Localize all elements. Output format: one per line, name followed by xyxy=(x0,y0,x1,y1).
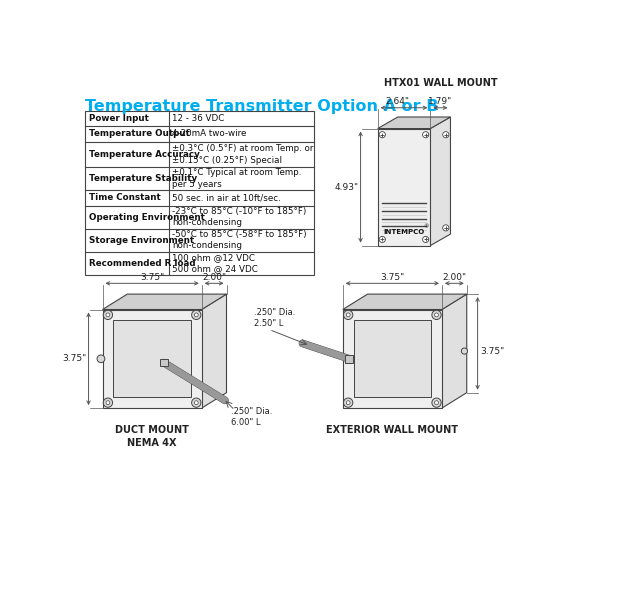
Text: ±0.1°C Typical at room Temp.
per 5 years: ±0.1°C Typical at room Temp. per 5 years xyxy=(172,168,302,189)
Text: .250" Dia.
2.50" L: .250" Dia. 2.50" L xyxy=(254,308,295,328)
Text: EXTERIOR WALL MOUNT: EXTERIOR WALL MOUNT xyxy=(327,425,458,435)
Text: 12 - 36 VDC: 12 - 36 VDC xyxy=(172,114,224,123)
Polygon shape xyxy=(378,117,451,129)
Circle shape xyxy=(344,310,353,320)
Circle shape xyxy=(346,313,350,317)
Text: 3.75": 3.75" xyxy=(140,273,164,282)
Circle shape xyxy=(443,225,449,231)
Text: -23°C to 85°C (-10°F to 185°F)
non-condensing: -23°C to 85°C (-10°F to 185°F) non-conde… xyxy=(172,207,307,227)
Bar xyxy=(113,320,191,397)
Circle shape xyxy=(191,398,201,407)
Circle shape xyxy=(423,237,429,242)
Text: 1.79": 1.79" xyxy=(429,97,453,106)
Circle shape xyxy=(103,310,113,320)
Text: 4.93": 4.93" xyxy=(334,182,358,192)
Text: Storage Environment: Storage Environment xyxy=(89,235,193,245)
Text: ®: ® xyxy=(424,225,429,230)
Text: 3.75": 3.75" xyxy=(380,273,404,282)
Text: 2.00": 2.00" xyxy=(443,273,467,282)
Text: Temperature Stability: Temperature Stability xyxy=(89,174,197,183)
Circle shape xyxy=(195,401,198,405)
Circle shape xyxy=(434,313,439,317)
Text: 2.00": 2.00" xyxy=(202,273,226,282)
Text: Recommended R load: Recommended R load xyxy=(89,259,195,268)
Circle shape xyxy=(106,401,110,405)
Circle shape xyxy=(462,348,467,354)
Text: Temperature Transmitter Option A or B: Temperature Transmitter Option A or B xyxy=(86,99,439,113)
Text: 4-20mA two-wire: 4-20mA two-wire xyxy=(172,129,247,139)
Text: INTEMPCO: INTEMPCO xyxy=(384,229,425,235)
Text: 3.75": 3.75" xyxy=(62,354,86,363)
Circle shape xyxy=(191,310,201,320)
Circle shape xyxy=(379,132,385,138)
Polygon shape xyxy=(103,294,226,310)
Circle shape xyxy=(346,401,350,405)
Polygon shape xyxy=(202,294,226,408)
Text: Temperature Output: Temperature Output xyxy=(89,129,190,139)
Bar xyxy=(103,310,202,408)
Bar xyxy=(345,355,353,363)
Text: 2.64": 2.64" xyxy=(385,97,410,106)
Circle shape xyxy=(443,132,449,138)
Text: 50 sec. in air at 10ft/sec.: 50 sec. in air at 10ft/sec. xyxy=(172,194,281,202)
Polygon shape xyxy=(442,294,467,408)
Text: Time Constant: Time Constant xyxy=(89,194,160,202)
Bar xyxy=(378,129,430,245)
Text: HTX01 WALL MOUNT: HTX01 WALL MOUNT xyxy=(384,78,498,88)
Circle shape xyxy=(432,310,441,320)
Text: ±0.3°C (0.5°F) at room Temp. or
±0.15°C (0.25°F) Special: ±0.3°C (0.5°F) at room Temp. or ±0.15°C … xyxy=(172,144,314,165)
Text: Temperature Accuracy: Temperature Accuracy xyxy=(89,150,200,159)
Circle shape xyxy=(103,398,113,407)
Bar xyxy=(354,320,431,397)
Circle shape xyxy=(434,401,439,405)
Text: 100 ohm @12 VDC
500 ohm @ 24 VDC: 100 ohm @12 VDC 500 ohm @ 24 VDC xyxy=(172,253,258,274)
Text: .250" Dia.
6.00" L: .250" Dia. 6.00" L xyxy=(231,407,273,427)
Circle shape xyxy=(379,237,385,242)
Text: Power Input: Power Input xyxy=(89,114,148,123)
Circle shape xyxy=(423,132,429,138)
Text: DUCT MOUNT
NEMA 4X: DUCT MOUNT NEMA 4X xyxy=(115,425,189,448)
Text: -50°C to 85°C (-58°F to 185°F)
non-condensing: -50°C to 85°C (-58°F to 185°F) non-conde… xyxy=(172,230,307,250)
Polygon shape xyxy=(430,117,451,245)
Circle shape xyxy=(344,398,353,407)
Text: Operating Environment: Operating Environment xyxy=(89,212,204,222)
Text: 3.75": 3.75" xyxy=(480,346,504,356)
Bar xyxy=(343,310,442,408)
Circle shape xyxy=(97,355,105,363)
Polygon shape xyxy=(343,294,467,310)
Bar xyxy=(86,111,314,275)
Circle shape xyxy=(106,313,110,317)
Circle shape xyxy=(195,313,198,317)
Circle shape xyxy=(432,398,441,407)
Bar xyxy=(160,359,167,366)
